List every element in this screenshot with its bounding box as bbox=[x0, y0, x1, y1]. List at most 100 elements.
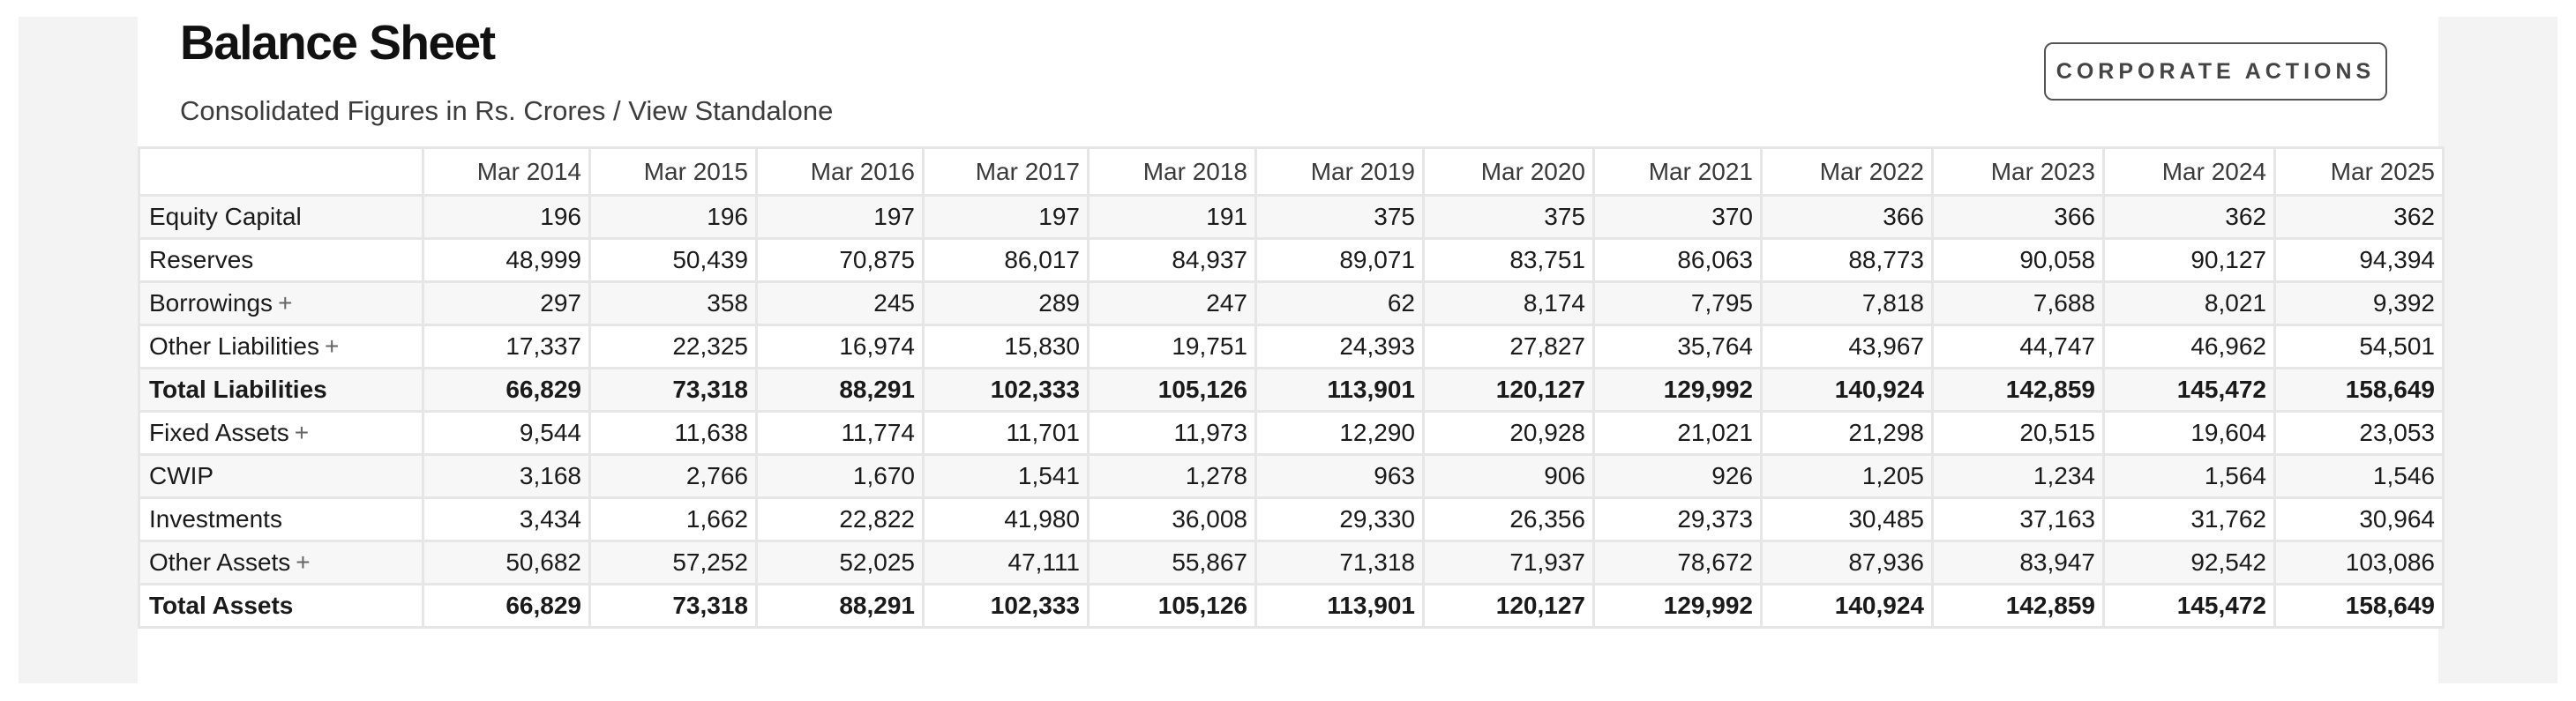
expand-plus-icon[interactable]: + bbox=[294, 419, 310, 446]
value-cell: 7,818 bbox=[1760, 280, 1934, 326]
value-cell: 71,318 bbox=[1254, 540, 1425, 585]
value-cell: 88,773 bbox=[1760, 237, 1934, 283]
corporate-actions-button[interactable]: CORPORATE ACTIONS bbox=[2044, 42, 2387, 101]
value-cell: 22,822 bbox=[755, 496, 925, 542]
expand-plus-icon[interactable]: + bbox=[324, 332, 340, 360]
value-cell: 66,829 bbox=[422, 583, 591, 629]
column-header: Mar 2020 bbox=[1422, 146, 1595, 197]
value-cell: 83,751 bbox=[1422, 237, 1595, 283]
value-cell: 9,544 bbox=[422, 410, 591, 456]
table-row: Total Assets 66,829 73,318 88,291 102,333 105… bbox=[138, 583, 2445, 629]
table-row: Total Liabilities 66,829 73,318 88,291 102,3… bbox=[138, 367, 2445, 413]
table-row: CWIP 3,168 2,766 1,670 1,541 1,278 963 906 926 1,… bbox=[138, 453, 2445, 499]
section-title: Balance Sheet bbox=[180, 15, 496, 70]
value-cell: 102,333 bbox=[922, 583, 1090, 629]
row-label-cell[interactable]: Other Liabilities + bbox=[138, 324, 424, 369]
row-label: CWIP bbox=[149, 462, 214, 489]
column-header: Mar 2016 bbox=[755, 146, 925, 197]
corner-cell bbox=[138, 146, 424, 197]
value-cell: 375 bbox=[1254, 194, 1425, 240]
table-row[interactable]: Fixed Assets +9,544 11,638 11,774 11,701 11,9… bbox=[138, 410, 2445, 456]
row-label: Reserves bbox=[149, 246, 254, 273]
table-row[interactable]: Borrowings +297 358 245 289 247 62 8,174 7,795 7,… bbox=[138, 280, 2445, 326]
value-cell: 245 bbox=[755, 280, 925, 326]
value-cell: 3,168 bbox=[422, 453, 591, 499]
value-cell: 102,333 bbox=[922, 367, 1090, 413]
value-cell: 22,325 bbox=[588, 324, 758, 369]
value-cell: 29,373 bbox=[1592, 496, 1763, 542]
column-header: Mar 2024 bbox=[2102, 146, 2276, 197]
value-cell: 366 bbox=[1931, 194, 2105, 240]
expand-plus-icon[interactable]: + bbox=[278, 289, 293, 317]
value-cell: 103,086 bbox=[2273, 540, 2445, 585]
view-standalone-link[interactable]: View Standalone bbox=[628, 95, 834, 126]
value-cell: 197 bbox=[922, 194, 1090, 240]
value-cell: 140,924 bbox=[1760, 583, 1934, 629]
value-cell: 963 bbox=[1254, 453, 1425, 499]
row-label: Borrowings bbox=[149, 289, 273, 317]
value-cell: 73,318 bbox=[588, 583, 758, 629]
column-header: Mar 2023 bbox=[1931, 146, 2105, 197]
column-header: Mar 2018 bbox=[1087, 146, 1257, 197]
value-cell: 1,205 bbox=[1760, 453, 1934, 499]
value-cell: 11,638 bbox=[588, 410, 758, 456]
value-cell: 362 bbox=[2102, 194, 2276, 240]
value-cell: 11,701 bbox=[922, 410, 1090, 456]
value-cell: 92,542 bbox=[2102, 540, 2276, 585]
table-row: Investments 3,434 1,662 22,822 41,980 36,008 2… bbox=[138, 496, 2445, 542]
value-cell: 9,392 bbox=[2273, 280, 2445, 326]
value-cell: 297 bbox=[422, 280, 591, 326]
value-cell: 2,766 bbox=[588, 453, 758, 499]
value-cell: 926 bbox=[1592, 453, 1763, 499]
value-cell: 11,973 bbox=[1087, 410, 1257, 456]
table-row[interactable]: Other Liabilities +17,337 22,325 16,974 15,8… bbox=[138, 324, 2445, 369]
value-cell: 36,008 bbox=[1087, 496, 1257, 542]
row-label-cell: Reserves bbox=[138, 237, 424, 283]
value-cell: 21,298 bbox=[1760, 410, 1934, 456]
value-cell: 87,936 bbox=[1760, 540, 1934, 585]
value-cell: 906 bbox=[1422, 453, 1595, 499]
value-cell: 158,649 bbox=[2273, 583, 2445, 629]
value-cell: 20,515 bbox=[1931, 410, 2105, 456]
column-header: Mar 2017 bbox=[922, 146, 1090, 197]
value-cell: 1,546 bbox=[2273, 453, 2445, 499]
table-row: Reserves 48,999 50,439 70,875 86,017 84,937 89… bbox=[138, 237, 2445, 283]
value-cell: 145,472 bbox=[2102, 583, 2276, 629]
value-cell: 71,937 bbox=[1422, 540, 1595, 585]
value-cell: 47,111 bbox=[922, 540, 1090, 585]
column-header: Mar 2025 bbox=[2273, 146, 2445, 197]
value-cell: 24,393 bbox=[1254, 324, 1425, 369]
value-cell: 17,337 bbox=[422, 324, 591, 369]
value-cell: 145,472 bbox=[2102, 367, 2276, 413]
value-cell: 26,356 bbox=[1422, 496, 1595, 542]
row-label-cell[interactable]: Borrowings + bbox=[138, 280, 424, 326]
value-cell: 142,859 bbox=[1931, 367, 2105, 413]
row-label: Other Liabilities bbox=[149, 332, 319, 360]
expand-plus-icon[interactable]: + bbox=[296, 548, 311, 576]
value-cell: 3,434 bbox=[422, 496, 591, 542]
value-cell: 43,967 bbox=[1760, 324, 1934, 369]
table-row: Equity Capital 196 196 197 197 191 375 375 370 36… bbox=[138, 194, 2445, 240]
value-cell: 29,330 bbox=[1254, 496, 1425, 542]
table-body: Equity Capital 196 196 197 197 191 375 375 370 36… bbox=[138, 194, 2445, 629]
value-cell: 54,501 bbox=[2273, 324, 2445, 369]
row-label: Investments bbox=[149, 505, 282, 533]
value-cell: 88,291 bbox=[755, 583, 925, 629]
value-cell: 120,127 bbox=[1422, 583, 1595, 629]
subtitle-text: Consolidated Figures in Rs. Crores / bbox=[180, 95, 629, 126]
value-cell: 8,021 bbox=[2102, 280, 2276, 326]
table-row[interactable]: Other Assets +50,682 57,252 52,025 47,111 55,… bbox=[138, 540, 2445, 585]
row-label-cell: Equity Capital bbox=[138, 194, 424, 240]
value-cell: 50,682 bbox=[422, 540, 591, 585]
value-cell: 19,751 bbox=[1087, 324, 1257, 369]
value-cell: 7,795 bbox=[1592, 280, 1763, 326]
value-cell: 196 bbox=[588, 194, 758, 240]
value-cell: 27,827 bbox=[1422, 324, 1595, 369]
header-row: Mar 2014 Mar 2015 Mar 2016 Mar 2017 Mar 2018… bbox=[138, 146, 2445, 197]
row-label-cell[interactable]: Fixed Assets + bbox=[138, 410, 424, 456]
value-cell: 197 bbox=[755, 194, 925, 240]
section-subtitle: Consolidated Figures in Rs. Crores / Vie… bbox=[180, 92, 833, 131]
row-label-cell[interactable]: Other Assets + bbox=[138, 540, 424, 585]
value-cell: 191 bbox=[1087, 194, 1257, 240]
value-cell: 113,901 bbox=[1254, 583, 1425, 629]
